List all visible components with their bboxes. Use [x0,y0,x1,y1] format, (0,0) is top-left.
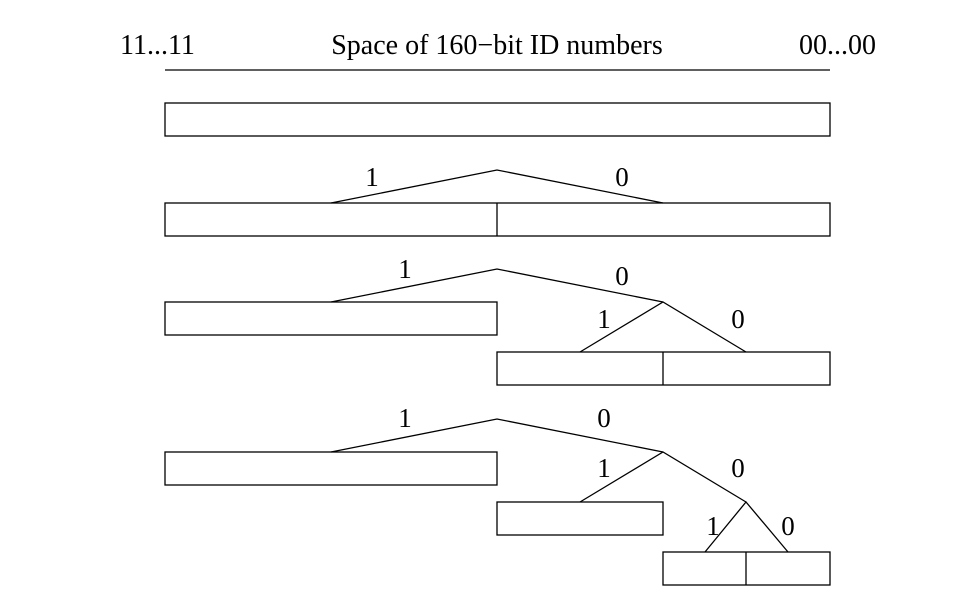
id-range-box [496,501,664,536]
branch-lines [330,268,664,303]
branch-label-0: 0 [781,511,795,541]
level-1: 1 0 [164,162,831,237]
branch-label-0: 0 [597,403,611,433]
id-range-box [164,301,498,336]
branch-label-0: 0 [731,453,745,483]
branch-label-1: 1 [706,511,720,541]
branch-lines [579,301,747,353]
branch-label-1: 1 [398,403,412,433]
branch-label-0: 0 [731,304,745,334]
branch-label-1: 1 [365,162,379,192]
level-2: 1 0 1 0 [164,254,831,386]
branch-label-1: 1 [597,453,611,483]
header-title: Space of 160−bit ID numbers [331,30,663,61]
level-0 [164,102,831,137]
level-3: 1 0 1 0 1 0 [164,403,831,586]
branch-lines [704,500,789,553]
branch-label-1: 1 [398,254,412,284]
branch-lines [579,451,747,503]
id-range-box [164,451,498,486]
branch-label-0: 0 [615,261,629,291]
header-right-label: 00...00 [799,30,876,61]
branch-label-0: 0 [615,162,629,192]
id-range-box [164,102,831,137]
branch-lines [330,169,664,204]
branch-lines [330,418,664,453]
header-left-label: 11...11 [120,30,195,61]
branch-label-1: 1 [597,304,611,334]
